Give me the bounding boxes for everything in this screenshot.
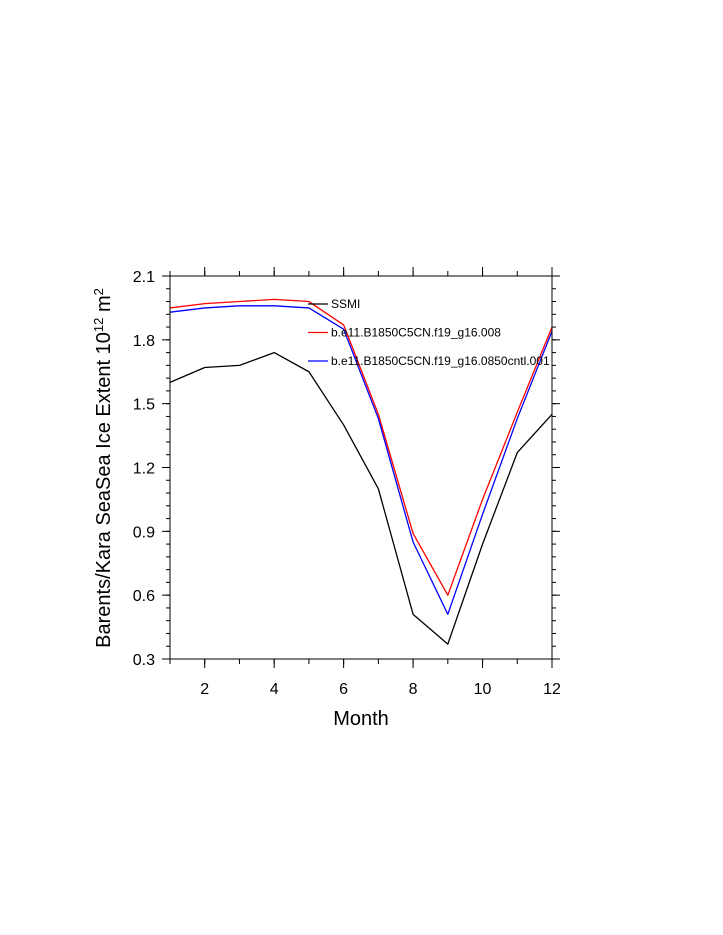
y-tick-label: 1.2 — [133, 461, 155, 478]
legend-label: SSMI — [331, 297, 360, 311]
y-tick-label: 0.6 — [133, 588, 155, 605]
x-major-ticks — [204, 267, 553, 668]
series-lines — [169, 298, 553, 645]
legend-label: b.e11.B1850C5CN.f19_g16.0850cntl.001 — [331, 354, 550, 368]
x-axis-label: Month — [333, 708, 389, 730]
x-tick-label: 8 — [409, 681, 418, 698]
x-tick-label: 12 — [543, 681, 561, 698]
x-tick-label: 4 — [270, 681, 279, 698]
series-line — [169, 351, 553, 645]
y-tick-labels: 0.3 0.6 0.9 1.2 1.5 1.8 2.1 — [133, 269, 155, 669]
y-tick-label: 0.9 — [133, 524, 155, 541]
x-tick-label: 10 — [474, 681, 492, 698]
y-tick-label: 2.1 — [133, 269, 155, 286]
y-axis-label: Barents/Kara SeaSea Ice Extent 1012 m2 — [91, 288, 116, 648]
x-tick-label: 2 — [200, 681, 209, 698]
series-line — [169, 298, 553, 596]
legend: SSMI b.e11.B1850C5CN.f19_g16.008 b.e11.B18… — [308, 297, 550, 368]
x-tick-label: 6 — [339, 681, 348, 698]
y-axis-label-exponent: 12 — [91, 318, 106, 332]
plot-frame — [169, 275, 553, 660]
x-tick-labels: 2 4 6 8 10 12 — [200, 681, 561, 698]
y-tick-label: 0.3 — [133, 652, 155, 669]
series-line — [169, 305, 553, 615]
y-axis-label-main: Barents/Kara SeaSea Ice Extent 10 — [93, 332, 115, 648]
y-tick-label: 1.5 — [133, 397, 155, 414]
legend-label: b.e11.B1850C5CN.f19_g16.008 — [331, 326, 501, 340]
y-axis-label-unit: m — [93, 295, 115, 317]
y-tick-label: 1.8 — [133, 333, 155, 350]
y-axis-label-unit-exponent: 2 — [91, 288, 106, 295]
y-major-ticks — [162, 275, 560, 660]
